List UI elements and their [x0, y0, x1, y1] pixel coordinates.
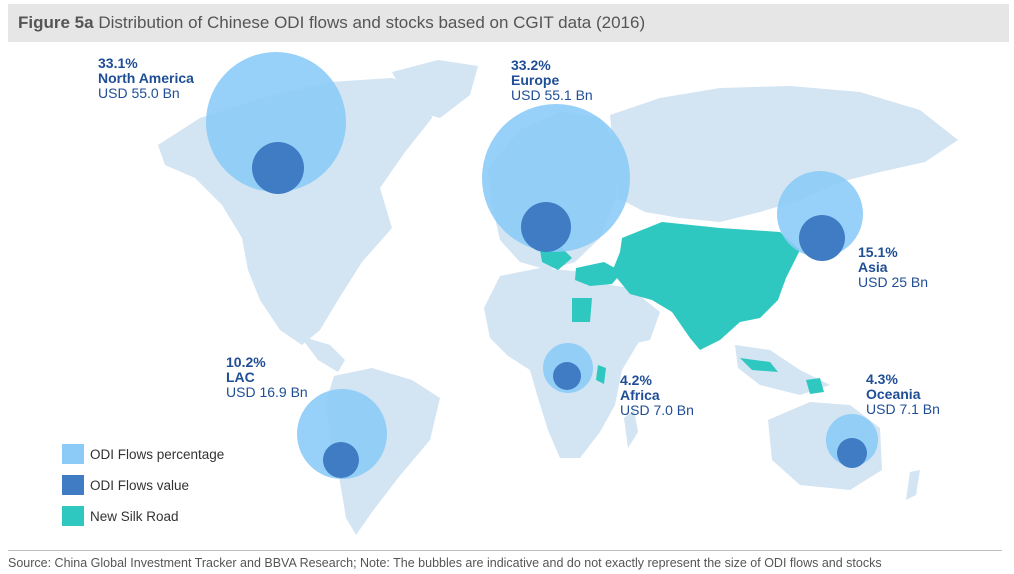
flows-percentage-bubble-europe	[482, 104, 630, 252]
silk-road-indonesia	[740, 358, 778, 372]
legend-swatch-flows-value	[62, 475, 84, 495]
percentage-lac: 10.2%	[226, 354, 266, 370]
value-europe: USD 55.1 Bn	[511, 87, 593, 103]
legend-swatch-new-silk-road	[62, 506, 84, 526]
flows-value-bubble-lac	[323, 442, 359, 478]
label-north-america: 33.1% North America USD 55.0 Bn	[98, 56, 194, 101]
value-oceania: USD 7.1 Bn	[866, 401, 940, 417]
land-madagascar	[624, 410, 638, 448]
name-africa: Africa	[620, 387, 660, 403]
land-russia	[610, 86, 958, 222]
figure-title: Figure 5a Distribution of Chinese ODI fl…	[8, 4, 1009, 42]
legend: ODI Flows percentage ODI Flows value New…	[62, 444, 224, 537]
value-asia: USD 25 Bn	[858, 274, 929, 290]
new-silk-road-countries	[540, 222, 830, 394]
label-africa: 4.2% Africa USD 7.0 Bn	[620, 373, 694, 418]
percentage-africa: 4.2%	[620, 372, 652, 388]
legend-item-flows-percentage: ODI Flows percentage	[62, 444, 224, 464]
silk-road-china-central-asia	[612, 222, 800, 350]
name-europe: Europe	[511, 72, 560, 88]
name-asia: Asia	[858, 259, 888, 275]
flows-value-bubble-north-america	[252, 142, 304, 194]
legend-label-flows-percentage: ODI Flows percentage	[90, 446, 225, 462]
land-greenland	[392, 60, 478, 118]
footer-divider	[8, 550, 1002, 551]
legend-label-flows-value: ODI Flows value	[90, 477, 190, 493]
name-north-america: North America	[98, 70, 194, 86]
name-lac: LAC	[226, 369, 255, 385]
flows-percentage-bubble-north-america	[206, 52, 346, 192]
legend-swatch-flows-percentage	[62, 444, 84, 464]
label-oceania: 4.3% Oceania USD 7.1 Bn	[866, 372, 940, 417]
percentage-asia: 15.1%	[858, 244, 898, 260]
legend-item-new-silk-road: New Silk Road	[62, 506, 224, 526]
value-lac: USD 16.9 Bn	[226, 384, 308, 400]
land-arabia	[592, 282, 660, 346]
source-note: Source: China Global Investment Tracker …	[8, 556, 882, 570]
name-oceania: Oceania	[866, 386, 921, 402]
flows-value-bubble-europe	[521, 202, 571, 252]
silk-road-balkans	[540, 246, 572, 270]
percentage-north-america: 33.1%	[98, 55, 138, 71]
land-se-asia-islands	[735, 345, 830, 395]
percentage-europe: 33.2%	[511, 57, 551, 73]
figure-number: Figure 5a	[18, 13, 94, 32]
label-europe: 33.2% Europe USD 55.1 Bn	[511, 58, 593, 103]
silk-road-egypt	[572, 298, 592, 322]
land-new-zealand	[906, 470, 920, 500]
label-asia: 15.1% Asia USD 25 Bn	[858, 245, 928, 290]
legend-item-flows-value: ODI Flows value	[62, 475, 224, 495]
flows-value-bubble-africa	[553, 362, 581, 390]
label-lac: 10.2% LAC USD 16.9 Bn	[226, 355, 308, 400]
silk-road-east-africa	[596, 365, 606, 384]
legend-label-new-silk-road: New Silk Road	[90, 508, 179, 524]
value-north-america: USD 55.0 Bn	[98, 85, 180, 101]
flows-percentage-bubble-lac	[297, 389, 387, 479]
silk-road-turkey-caucasus	[575, 262, 622, 286]
odi-bubbles	[206, 52, 878, 479]
land-central-america	[300, 336, 345, 372]
value-africa: USD 7.0 Bn	[620, 402, 694, 418]
flows-value-bubble-oceania	[837, 438, 867, 468]
figure-title-text: Distribution of Chinese ODI flows and st…	[98, 13, 646, 32]
percentage-oceania: 4.3%	[866, 371, 898, 387]
silk-road-philippines	[806, 378, 824, 394]
flows-value-bubble-asia	[799, 215, 845, 261]
